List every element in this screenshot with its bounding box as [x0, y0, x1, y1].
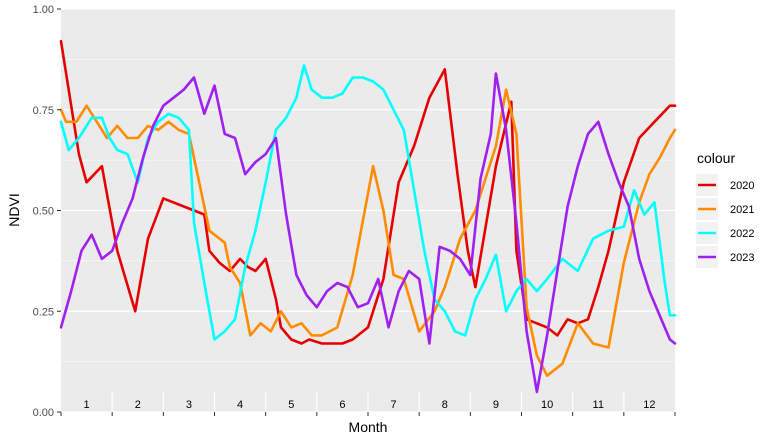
y-axis-title: NDVI [6, 193, 22, 226]
major-gridlines [61, 8, 675, 413]
y-tick-label: 0.50 [33, 206, 54, 218]
legend-label-2020: 2020 [730, 180, 754, 192]
series-line-2020 [59, 39, 677, 345]
x-axis [60, 412, 676, 416]
month-label: 1 [84, 399, 90, 411]
y-axis: 0.00 0.25 0.50 0.75 1.00 [33, 4, 61, 419]
month-label: 3 [186, 399, 192, 411]
month-label: 5 [288, 399, 294, 411]
month-label: 9 [493, 399, 499, 411]
month-label: 12 [643, 399, 655, 411]
legend-label-2023: 2023 [730, 252, 754, 264]
legend: colour 2020 2021 2022 2023 [696, 150, 754, 268]
legend-label-2022: 2022 [730, 228, 754, 240]
month-label: 2 [135, 399, 141, 411]
series-lines [59, 39, 677, 394]
month-label: 7 [391, 399, 397, 411]
month-label: 4 [237, 399, 243, 411]
legend-label-2021: 2021 [730, 204, 754, 216]
series-line-2023 [59, 72, 677, 394]
series-line-2021 [59, 88, 677, 377]
y-tick-label: 0.75 [33, 105, 54, 117]
y-tick-label: 0.25 [33, 306, 54, 318]
month-label: 11 [593, 399, 604, 411]
series-line-2022 [59, 64, 677, 341]
y-tick-label: 1.00 [33, 4, 54, 16]
month-separators [111, 392, 625, 412]
month-label: 8 [442, 399, 448, 411]
x-axis-title: Month [349, 419, 388, 435]
legend-title: colour [697, 150, 735, 166]
minor-gridlines [61, 59, 675, 362]
month-label: 10 [541, 399, 553, 411]
y-tick-label: 0.00 [33, 407, 54, 419]
month-label: 6 [339, 399, 345, 411]
month-labels: 1 2 3 4 5 6 7 8 9 10 11 12 [84, 399, 656, 411]
